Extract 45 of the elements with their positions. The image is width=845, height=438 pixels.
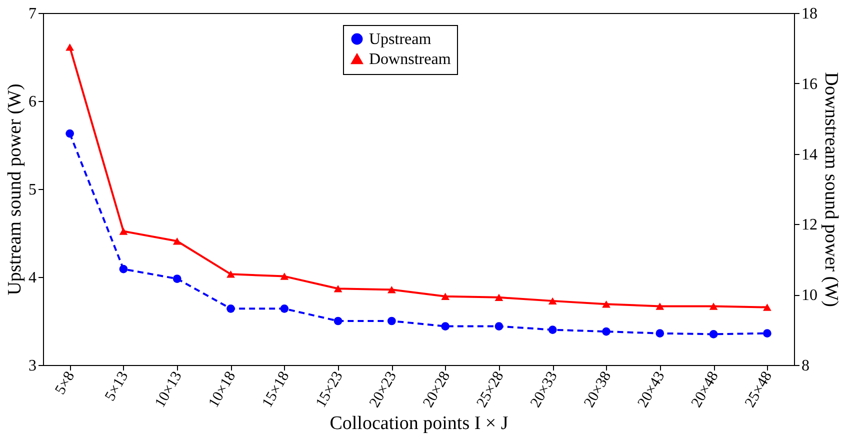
y-tick-label: 6 [28, 94, 36, 110]
point [119, 228, 128, 235]
point [762, 329, 772, 338]
point [548, 297, 557, 305]
point [119, 264, 128, 274]
point [494, 294, 504, 302]
point [280, 272, 289, 280]
point [602, 327, 610, 336]
point [656, 302, 664, 310]
point [334, 284, 342, 292]
legend-label: Downstream [369, 51, 452, 68]
y2-tick-label: 18 [802, 6, 818, 22]
point [762, 304, 772, 311]
point [602, 300, 610, 308]
point [226, 270, 235, 278]
point [494, 322, 504, 330]
point [280, 304, 289, 313]
y-tick-label: 4 [28, 270, 36, 286]
y2-tick-label: 16 [802, 76, 818, 93]
point [709, 302, 718, 310]
point [387, 316, 396, 326]
y2-axis-title: Downstream sound power (W) [820, 72, 842, 307]
y-tick-label: 3 [28, 358, 36, 374]
point [441, 292, 450, 300]
y-tick-label: 5 [28, 182, 36, 198]
y2-tick-label: 8 [802, 358, 810, 374]
point [656, 329, 664, 338]
point [334, 316, 342, 326]
point [66, 129, 74, 138]
point [172, 237, 182, 245]
x-tick-label: 5×8 [52, 369, 78, 398]
point [441, 322, 450, 330]
legend-label: Upstream [369, 31, 432, 48]
point [66, 44, 74, 51]
point [172, 274, 182, 283]
y2-tick-label: 10 [802, 287, 818, 304]
point [387, 286, 396, 294]
y-axis-title: Upstream sound power (W) [4, 84, 26, 296]
point [548, 326, 557, 334]
y2-tick-label: 12 [802, 216, 818, 234]
y2-tick-label: 14 [802, 146, 818, 164]
point [226, 304, 235, 313]
point [709, 330, 718, 338]
x-axis-title: Collocation points I × J [330, 412, 508, 434]
y-tick-label: 7 [28, 6, 36, 22]
